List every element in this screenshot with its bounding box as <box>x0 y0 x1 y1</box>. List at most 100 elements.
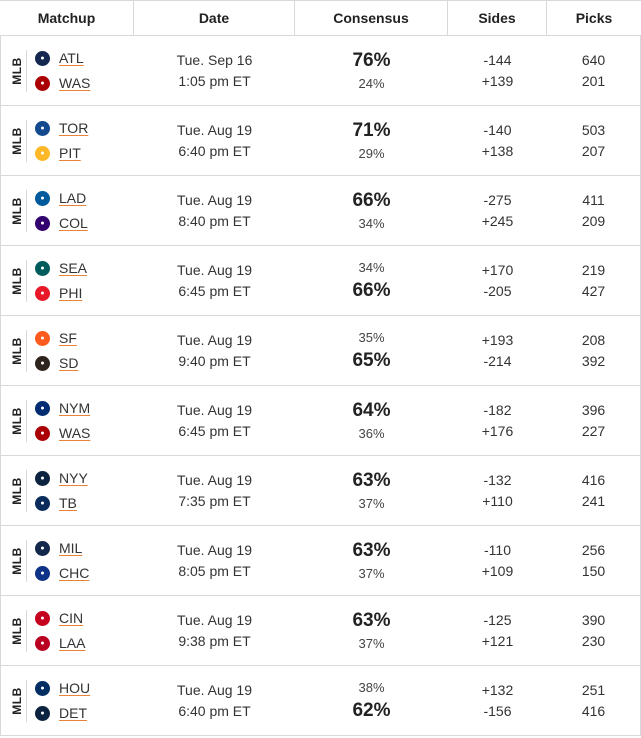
picks-header[interactable]: Picks <box>575 10 613 26</box>
brewers-logo-icon: ● <box>35 540 50 556</box>
away-team[interactable]: ● CIN <box>35 610 85 627</box>
league-text: MLB <box>9 196 24 225</box>
league-text: MLB <box>9 546 24 575</box>
away-team-link[interactable]: NYY <box>59 470 88 486</box>
table-row[interactable]: MLB ● NYM ● WAS Tue. Aug 19 6:45 pm ET 6… <box>0 386 641 456</box>
away-team[interactable]: ● NYM <box>35 400 90 417</box>
home-consensus: 37% <box>358 635 385 651</box>
away-team[interactable]: ● SF <box>35 330 78 347</box>
home-picks: 416 <box>581 702 606 719</box>
table-row[interactable]: MLB ● LAD ● COL Tue. Aug 19 8:40 pm ET 6… <box>0 176 641 246</box>
date-cell: Tue. Sep 16 1:05 pm ET <box>134 36 295 105</box>
away-team-link[interactable]: CIN <box>59 610 84 626</box>
away-team[interactable]: ● TOR <box>35 120 88 137</box>
matchup-header[interactable]: Matchup <box>0 1 134 35</box>
home-team[interactable]: ● TB <box>35 495 88 512</box>
matchup-cell: MLB ● MIL ● CHC <box>0 526 134 595</box>
away-team[interactable]: ● LAD <box>35 190 88 207</box>
away-team-link[interactable]: MIL <box>59 540 83 556</box>
matchup-cell: MLB ● HOU ● DET <box>0 666 134 735</box>
away-side: -125 <box>483 611 512 628</box>
home-team-link[interactable]: CHC <box>59 565 90 581</box>
game-time: 9:38 pm ET <box>178 632 251 649</box>
away-team[interactable]: ● HOU <box>35 680 90 697</box>
league-label: MLB <box>7 259 27 302</box>
home-team[interactable]: ● SD <box>35 355 78 372</box>
home-team-link[interactable]: WAS <box>59 75 91 91</box>
home-team-link[interactable]: COL <box>59 215 88 231</box>
home-team-link[interactable]: SD <box>59 355 79 371</box>
home-team[interactable]: ● LAA <box>35 635 85 652</box>
table-row[interactable]: MLB ● HOU ● DET Tue. Aug 19 6:40 pm ET 3… <box>0 666 641 736</box>
home-team[interactable]: ● CHC <box>35 565 89 582</box>
away-team-link[interactable]: SF <box>59 330 77 346</box>
table-row[interactable]: MLB ● NYY ● TB Tue. Aug 19 7:35 pm ET 63… <box>0 456 641 526</box>
home-team-link[interactable]: PHI <box>59 285 83 301</box>
home-team-link[interactable]: DET <box>59 705 87 721</box>
away-team-link[interactable]: LAD <box>59 190 87 206</box>
table-row[interactable]: MLB ● SF ● SD Tue. Aug 19 9:40 pm ET 35%… <box>0 316 641 386</box>
matchup-cell: MLB ● CIN ● LAA <box>0 596 134 665</box>
braves-logo-icon: ● <box>35 50 50 66</box>
game-time: 9:40 pm ET <box>178 352 251 369</box>
away-consensus: 76% <box>352 49 391 71</box>
away-team-link[interactable]: NYM <box>59 400 91 416</box>
home-consensus: 37% <box>358 495 385 511</box>
picks-cell: 256 150 <box>547 526 641 595</box>
table-row[interactable]: MLB ● ATL ● WAS Tue. Sep 16 1:05 pm ET 7… <box>0 36 641 106</box>
matchup-cell: MLB ● NYM ● WAS <box>0 386 134 455</box>
home-picks: 207 <box>581 142 606 159</box>
sides-header[interactable]: Sides <box>448 1 547 35</box>
table-row[interactable]: MLB ● SEA ● PHI Tue. Aug 19 6:45 pm ET 3… <box>0 246 641 316</box>
home-team[interactable]: ● PHI <box>35 285 87 302</box>
game-day: Tue. Aug 19 <box>177 541 252 558</box>
date-cell: Tue. Aug 19 6:45 pm ET <box>134 246 295 315</box>
home-consensus: 65% <box>352 349 391 371</box>
away-team[interactable]: ● SEA <box>35 260 87 277</box>
away-consensus: 63% <box>352 469 391 491</box>
away-team-link[interactable]: SEA <box>59 260 88 276</box>
home-picks: 392 <box>581 352 606 369</box>
away-picks: 396 <box>581 401 606 418</box>
home-team[interactable]: ● DET <box>35 705 90 722</box>
home-team[interactable]: ● COL <box>35 215 88 232</box>
nationals-logo-icon: ● <box>35 75 50 91</box>
away-team[interactable]: ● ATL <box>35 50 90 67</box>
away-picks: 411 <box>582 191 605 208</box>
away-picks: 390 <box>581 611 606 628</box>
consensus-cell: 63% 37% <box>295 526 448 595</box>
mariners-logo-icon: ● <box>35 260 50 276</box>
home-team-link[interactable]: LAA <box>59 635 86 651</box>
rockies-logo-icon: ● <box>35 215 50 231</box>
cubs-logo-icon: ● <box>35 565 50 581</box>
away-team[interactable]: ● NYY <box>35 470 88 487</box>
away-consensus: 71% <box>352 119 391 141</box>
league-text: MLB <box>9 406 24 435</box>
consensus-header[interactable]: Consensus <box>295 1 448 35</box>
home-team-link[interactable]: PIT <box>59 145 81 161</box>
tigers-logo-icon: ● <box>35 705 50 721</box>
phillies-logo-icon: ● <box>35 285 50 301</box>
home-team-link[interactable]: WAS <box>59 425 91 441</box>
table-row[interactable]: MLB ● TOR ● PIT Tue. Aug 19 6:40 pm ET 7… <box>0 106 641 176</box>
home-team-link[interactable]: TB <box>59 495 77 511</box>
away-team[interactable]: ● MIL <box>35 540 89 557</box>
home-side: +139 <box>481 72 514 89</box>
away-team-link[interactable]: HOU <box>59 680 91 696</box>
home-team[interactable]: ● WAS <box>35 75 90 92</box>
game-day: Tue. Sep 16 <box>176 51 253 68</box>
game-time: 7:35 pm ET <box>178 492 251 509</box>
home-team[interactable]: ● PIT <box>35 145 88 162</box>
home-team[interactable]: ● WAS <box>35 425 90 442</box>
consensus-cell: 66% 34% <box>295 176 448 245</box>
teams: ● CIN ● LAA <box>35 610 85 652</box>
game-day: Tue. Aug 19 <box>177 471 252 488</box>
game-day: Tue. Aug 19 <box>177 191 252 208</box>
table-row[interactable]: MLB ● CIN ● LAA Tue. Aug 19 9:38 pm ET 6… <box>0 596 641 666</box>
date-header[interactable]: Date <box>134 1 295 35</box>
away-team-link[interactable]: TOR <box>59 120 89 136</box>
sides-cell: -125 +121 <box>448 596 547 665</box>
table-row[interactable]: MLB ● MIL ● CHC Tue. Aug 19 8:05 pm ET 6… <box>0 526 641 596</box>
away-team-link[interactable]: ATL <box>59 50 84 66</box>
